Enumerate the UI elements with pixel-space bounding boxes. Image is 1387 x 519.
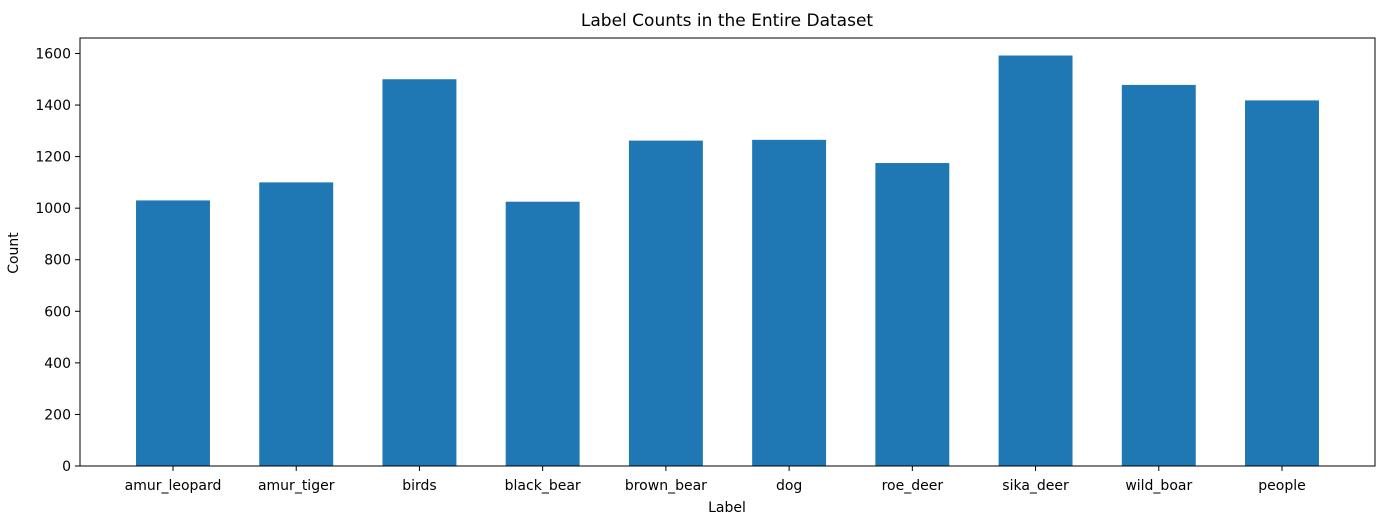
- y-tick-label: 800: [44, 253, 71, 269]
- y-tick-label: 0: [62, 459, 71, 475]
- bar-roe-deer: [875, 163, 950, 466]
- x-tick-label: amur_tiger: [258, 478, 335, 494]
- bar-brown-bear: [628, 140, 703, 466]
- plot-frame: [79, 37, 1376, 467]
- bar-sika-deer: [998, 55, 1073, 466]
- x-tick-label: black_bear: [505, 478, 581, 494]
- x-tick-label: brown_bear: [625, 478, 707, 494]
- x-axis-label: Label: [708, 500, 746, 516]
- y-tick-label: 1000: [35, 201, 71, 217]
- chart-title: Label Counts in the Entire Dataset: [581, 11, 874, 31]
- y-tick-label: 600: [44, 304, 71, 320]
- y-tick-label: 1600: [35, 46, 71, 62]
- bar-amur-leopard: [136, 200, 210, 467]
- bar-black-bear: [505, 201, 580, 466]
- x-tick-label: dog: [776, 478, 802, 494]
- bars-layer: [136, 55, 1319, 467]
- bar-birds: [382, 79, 457, 466]
- bar-amur-tiger: [259, 182, 334, 466]
- bar-wild-boar: [1121, 84, 1196, 467]
- x-tick-label: roe_deer: [882, 478, 944, 494]
- x-tick-label: birds: [402, 478, 436, 494]
- x-tick-label: wild_boar: [1125, 478, 1192, 494]
- bar-people: [1245, 100, 1319, 467]
- y-tick-label: 200: [44, 407, 71, 423]
- x-tick-label: sika_deer: [1002, 478, 1069, 494]
- y-axis: 0 200 400 600 800 1000 1200 1400 1600: [35, 46, 80, 475]
- bar-dog: [752, 139, 827, 466]
- x-tick-label: amur_leopard: [125, 478, 222, 494]
- y-tick-label: 1200: [35, 150, 71, 166]
- y-axis-label: Count: [6, 232, 22, 274]
- x-tick-label: people: [1258, 478, 1305, 494]
- x-axis: amur_leopard amur_tiger birds black_bear bro…: [125, 466, 1306, 494]
- y-tick-label: 1400: [35, 98, 71, 114]
- y-tick-label: 400: [44, 356, 71, 372]
